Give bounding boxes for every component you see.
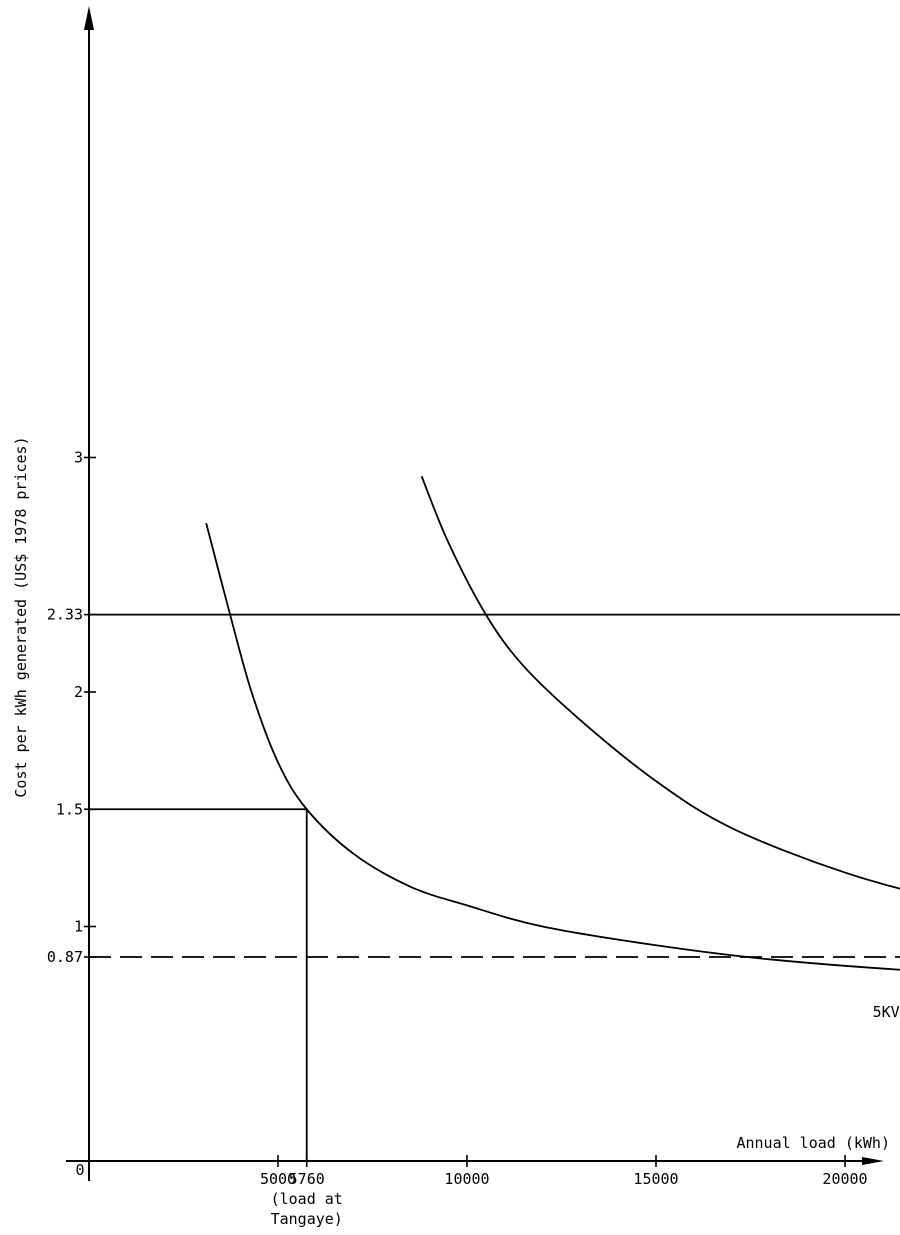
- y-tick-label-2: 1.5: [56, 800, 83, 818]
- series-layer: [89, 475, 900, 1161]
- y-tick-label-3: 2: [74, 683, 83, 701]
- x-tick-label-1: 5760: [289, 1170, 325, 1188]
- y-tick-label-4: 2.33: [47, 606, 83, 624]
- axes: [66, 6, 884, 1181]
- x-tick-note-0: (load at: [271, 1190, 343, 1208]
- y-tick-label-1: 1: [74, 918, 83, 936]
- labels-layer: 050005760100001500020000250003000035000(…: [12, 436, 900, 1228]
- x-axis-title: Annual load (kWh): [736, 1134, 890, 1152]
- x-axis-arrow: [862, 1157, 884, 1165]
- annotation-5kva-generating-set: 5KVA generating set: [873, 1003, 900, 1021]
- x-tick-label-4: 20000: [822, 1170, 867, 1188]
- y-tick-label-0: 0.87: [47, 948, 83, 966]
- series-5kva-generating-set: [205, 522, 900, 971]
- x-tick-note-1: Tangaye): [271, 1210, 343, 1228]
- x-tick-label-3: 15000: [633, 1170, 678, 1188]
- x-tick-label-2: 10000: [444, 1170, 489, 1188]
- y-axis-title: Cost per kWh generated (US$ 1978 prices): [12, 436, 30, 797]
- y-tick-label-5: 3: [74, 449, 83, 467]
- x-tick-label-0: 5000: [260, 1170, 296, 1188]
- y-axis-arrow: [84, 6, 94, 30]
- series-curve-3: [420, 475, 900, 890]
- origin-label: 0: [75, 1161, 84, 1179]
